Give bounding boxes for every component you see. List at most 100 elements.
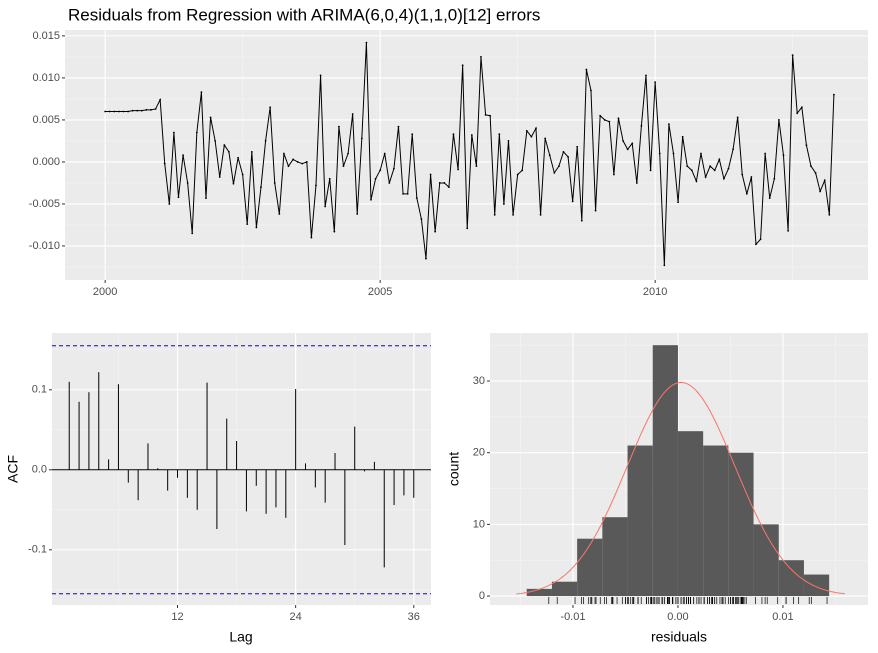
residual-point [810, 165, 812, 168]
residual-point [791, 54, 794, 57]
residual-point [411, 133, 414, 136]
residual-point [223, 144, 226, 147]
histogram-bar [677, 431, 704, 597]
residual-point [173, 131, 175, 134]
residual-point [562, 150, 565, 153]
residual-point [218, 176, 221, 178]
residual-point [498, 133, 501, 136]
y-tick-label: 0.0 [32, 464, 47, 476]
y-tick-label: 30 [473, 375, 485, 387]
residual-point [264, 140, 267, 142]
residual-point [480, 55, 482, 58]
y-axis-title: count [446, 452, 462, 486]
residual-point [406, 192, 409, 195]
residual-point [732, 148, 734, 151]
residual-point [635, 182, 638, 184]
y-axis-title: ACF [5, 455, 21, 483]
residual-point [127, 110, 129, 113]
residual-point [745, 192, 748, 195]
residual-point [576, 145, 579, 148]
residual-point [122, 110, 125, 113]
residual-point [768, 197, 771, 199]
residual-point [104, 110, 107, 113]
histogram-bar [627, 445, 653, 597]
residual-point [493, 213, 496, 216]
residual-point [558, 165, 560, 168]
residual-point [246, 223, 249, 226]
residual-point [292, 158, 294, 161]
residual-point [590, 89, 592, 92]
x-tick-label: 2005 [368, 286, 392, 298]
residual-point [649, 169, 652, 172]
residual-point [470, 134, 473, 136]
residual-point [159, 98, 162, 101]
y-tick-label: 0.005 [32, 114, 60, 126]
residual-point [287, 165, 290, 168]
residual-point [663, 264, 666, 267]
residual-point [640, 124, 643, 127]
residual-point [736, 116, 739, 119]
residual-point [140, 109, 143, 112]
y-tick-label: 0 [479, 590, 485, 602]
residual-point [585, 68, 588, 71]
histogram-bar [551, 581, 578, 597]
residual-point [713, 169, 716, 172]
residual-point [214, 140, 217, 142]
residual-point [136, 109, 139, 112]
residual-point [360, 137, 363, 140]
residual-point [658, 152, 661, 155]
y-tick-label: -0.010 [29, 240, 60, 252]
residual-point [741, 173, 744, 176]
residual-point [778, 119, 780, 121]
residual-point [718, 158, 721, 161]
y-tick-label: 20 [473, 447, 485, 459]
residual-point [113, 110, 116, 113]
residual-point [365, 41, 368, 44]
residual-point [622, 140, 624, 142]
residual-point [704, 176, 707, 178]
residual-point [475, 165, 478, 168]
residual-point [425, 257, 427, 260]
histogram-bar [577, 538, 603, 597]
residual-point [283, 152, 285, 155]
residual-point [773, 177, 776, 180]
panel-background [52, 333, 431, 605]
chart-title: Residuals from Regression with ARIMA(6,0… [68, 5, 540, 24]
residual-point [324, 205, 327, 208]
residual-point [191, 232, 194, 235]
residual-point [489, 114, 492, 117]
y-tick-label: 0.1 [32, 384, 47, 396]
residual-point [301, 162, 304, 165]
residual-point [709, 165, 712, 168]
residual-point [296, 161, 299, 163]
residual-point [608, 120, 611, 123]
histogram-bar [602, 517, 628, 597]
residual-point [420, 218, 423, 220]
residual-point [800, 106, 803, 109]
residual-point [241, 173, 244, 176]
residual-point [525, 129, 528, 132]
residual-point [599, 114, 602, 117]
residual-point [228, 150, 230, 153]
residual-point [388, 182, 391, 184]
residual-point [782, 154, 785, 157]
residual-point [571, 200, 574, 203]
residual-point [617, 117, 620, 120]
residual-point [250, 150, 253, 153]
residual-point [393, 167, 395, 170]
residual-line [105, 42, 835, 266]
residual-point [118, 110, 120, 113]
residual-point [328, 177, 331, 180]
residual-point [232, 182, 235, 185]
residual-point [200, 91, 203, 94]
residual-point [507, 140, 510, 142]
residual-point [805, 144, 808, 147]
residual-point [260, 186, 262, 189]
residual-point [319, 74, 322, 77]
residual-point [374, 177, 377, 180]
residual-point [108, 110, 111, 113]
residual-point [512, 213, 514, 216]
residual-point [351, 113, 354, 115]
histogram-bar [803, 574, 830, 597]
